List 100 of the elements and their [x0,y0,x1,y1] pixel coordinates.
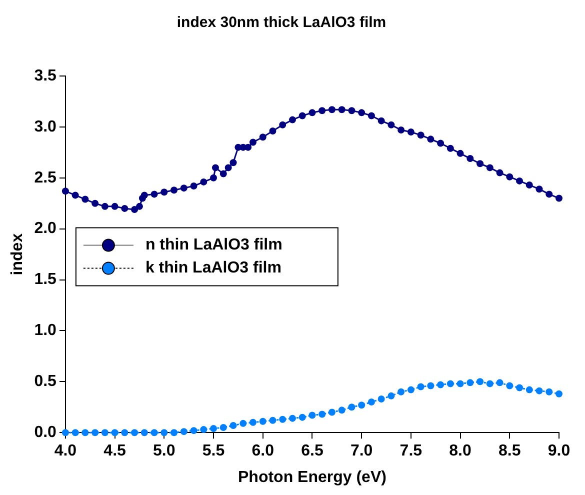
x-tick-label: 8.0 [449,442,472,460]
point [378,117,385,124]
point [288,414,296,422]
point [556,390,562,398]
point [407,128,414,136]
point [486,380,494,388]
point [82,429,89,436]
point [170,429,178,436]
point [446,144,454,152]
point [230,159,237,166]
point [279,416,286,423]
point [526,182,533,189]
x-tick-label: 6.0 [252,442,274,460]
point [398,126,405,134]
point [516,384,524,392]
point [427,382,434,390]
point [368,112,375,120]
point [210,174,218,182]
point [298,414,306,421]
y-tick-label: 3.0 [34,118,57,136]
point [224,164,232,172]
y-axis-title: index [9,233,26,276]
point [437,381,444,388]
point [92,200,99,207]
point [318,107,326,114]
point [476,160,484,168]
point [516,177,524,184]
point [131,206,138,213]
point [140,192,148,199]
point [220,424,227,432]
point [446,380,454,388]
point [92,429,99,436]
point [288,116,296,124]
y-tick-label: 1.0 [34,322,57,340]
point [506,382,514,390]
point [476,378,484,386]
point [348,404,356,411]
point [269,128,276,135]
y-tick-label: 2.0 [34,220,57,238]
legend-label: k thin LaAlO3 film [145,260,282,277]
y-tick-label: 3.5 [34,67,57,84]
point [72,192,79,199]
point [348,107,356,114]
chart-title: index 30nm thick LaAlO3 film [176,14,386,32]
point [546,388,553,396]
point [190,427,198,434]
point [259,418,266,425]
point [101,202,108,210]
point [298,112,306,120]
x-tick-label: 4.0 [54,442,77,460]
point [437,140,444,147]
point [220,170,227,178]
point [338,106,346,114]
point [121,429,128,436]
x-tick-label: 5.5 [202,442,225,460]
point [230,422,237,429]
legend-label: n thin LaAlO3 film [145,236,282,254]
point [160,429,168,436]
point [101,429,108,436]
point [150,429,158,436]
point [244,144,252,151]
point [160,188,168,196]
point [358,402,366,409]
y-tick-label: 2.5 [34,169,57,186]
point [62,188,69,195]
point [338,406,346,414]
x-tick-label: 7.0 [350,442,373,460]
point [62,429,69,436]
x-tick-label: 9.0 [548,442,570,460]
point [378,395,385,402]
point [536,387,543,394]
point [358,109,366,116]
point [200,178,208,186]
point [407,386,414,394]
point [180,428,188,436]
x-tick-label: 4.5 [104,442,126,460]
point [308,109,316,116]
point [456,380,464,388]
point [417,132,424,139]
point [72,429,79,436]
point [111,429,118,436]
point [240,420,247,427]
y-tick-label: 0.0 [34,424,57,442]
point [269,416,276,424]
y-tick-label: 1.5 [34,271,57,288]
point [210,425,218,432]
point [368,398,375,406]
point [308,412,316,419]
point [259,134,266,141]
point [136,202,143,210]
point [556,194,562,202]
y-tick-label: 0.5 [34,373,57,390]
x-tick-label: 8.5 [498,442,521,460]
point [82,196,89,203]
point [486,164,494,172]
point [496,169,504,176]
point [111,202,118,210]
point [249,418,256,426]
point [466,155,474,162]
point [249,138,256,146]
